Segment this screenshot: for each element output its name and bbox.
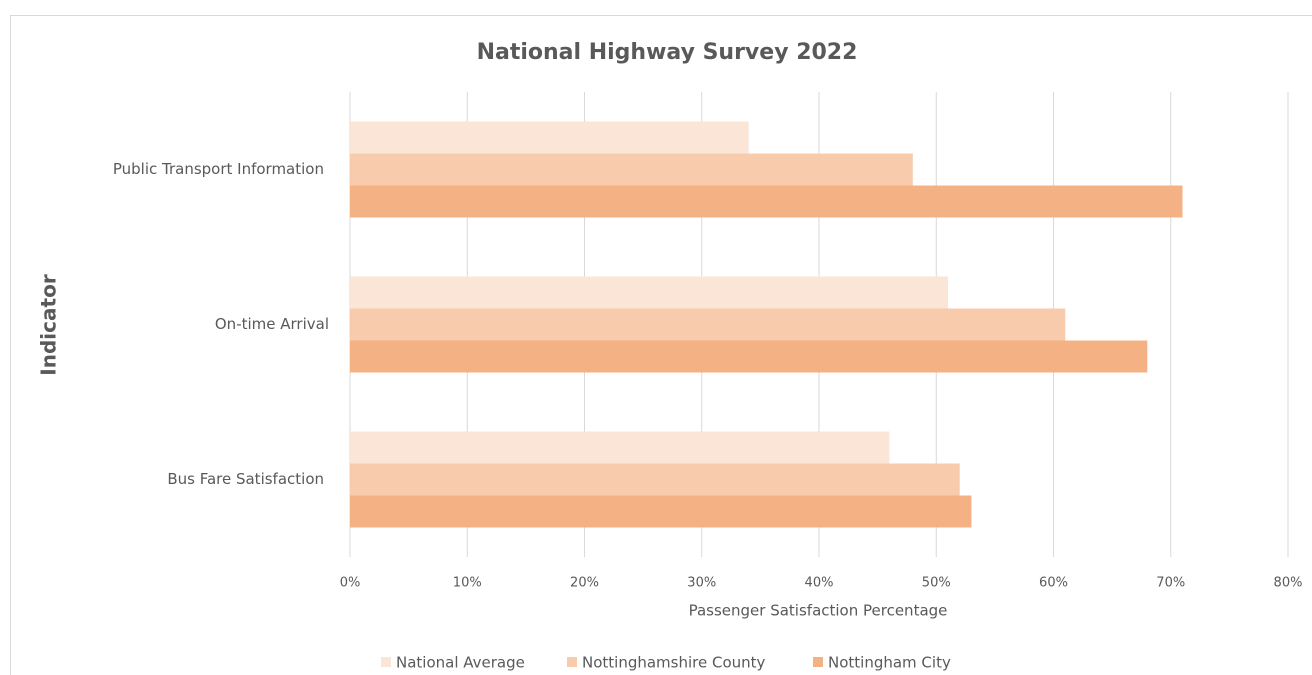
y-axis-title: Indicator (37, 274, 61, 376)
legend-label: Nottinghamshire County (582, 654, 766, 672)
legend-swatch (567, 657, 577, 667)
chart-title: National Highway Survey 2022 (477, 40, 858, 65)
x-tick-label: 40% (805, 576, 834, 591)
x-tick-label: 70% (1156, 576, 1185, 591)
bar (350, 495, 972, 528)
legend-swatch (381, 657, 391, 667)
bar (350, 185, 1183, 218)
bar (350, 153, 913, 186)
x-tick-label: 50% (922, 576, 951, 591)
bar (350, 308, 1066, 341)
legend-swatch (813, 657, 823, 667)
x-axis-title: Passenger Satisfaction Percentage (689, 602, 948, 620)
x-tick-label: 60% (1039, 576, 1068, 591)
bar (350, 276, 948, 309)
x-tick-label: 10% (453, 576, 482, 591)
bar (350, 340, 1148, 373)
y-tick-label: On-time Arrival (215, 315, 329, 333)
bar (350, 431, 890, 464)
y-tick-label: Public Transport Information (113, 160, 324, 178)
x-tick-label: 0% (340, 576, 361, 591)
x-tick-label: 80% (1274, 576, 1303, 591)
legend-label: Nottingham City (828, 654, 951, 672)
bar (350, 463, 960, 496)
x-tick-label: 20% (570, 576, 599, 591)
x-tick-label: 30% (687, 576, 716, 591)
legend-label: National Average (396, 654, 525, 672)
bar (350, 121, 749, 154)
y-tick-label: Bus Fare Satisfaction (167, 470, 324, 488)
